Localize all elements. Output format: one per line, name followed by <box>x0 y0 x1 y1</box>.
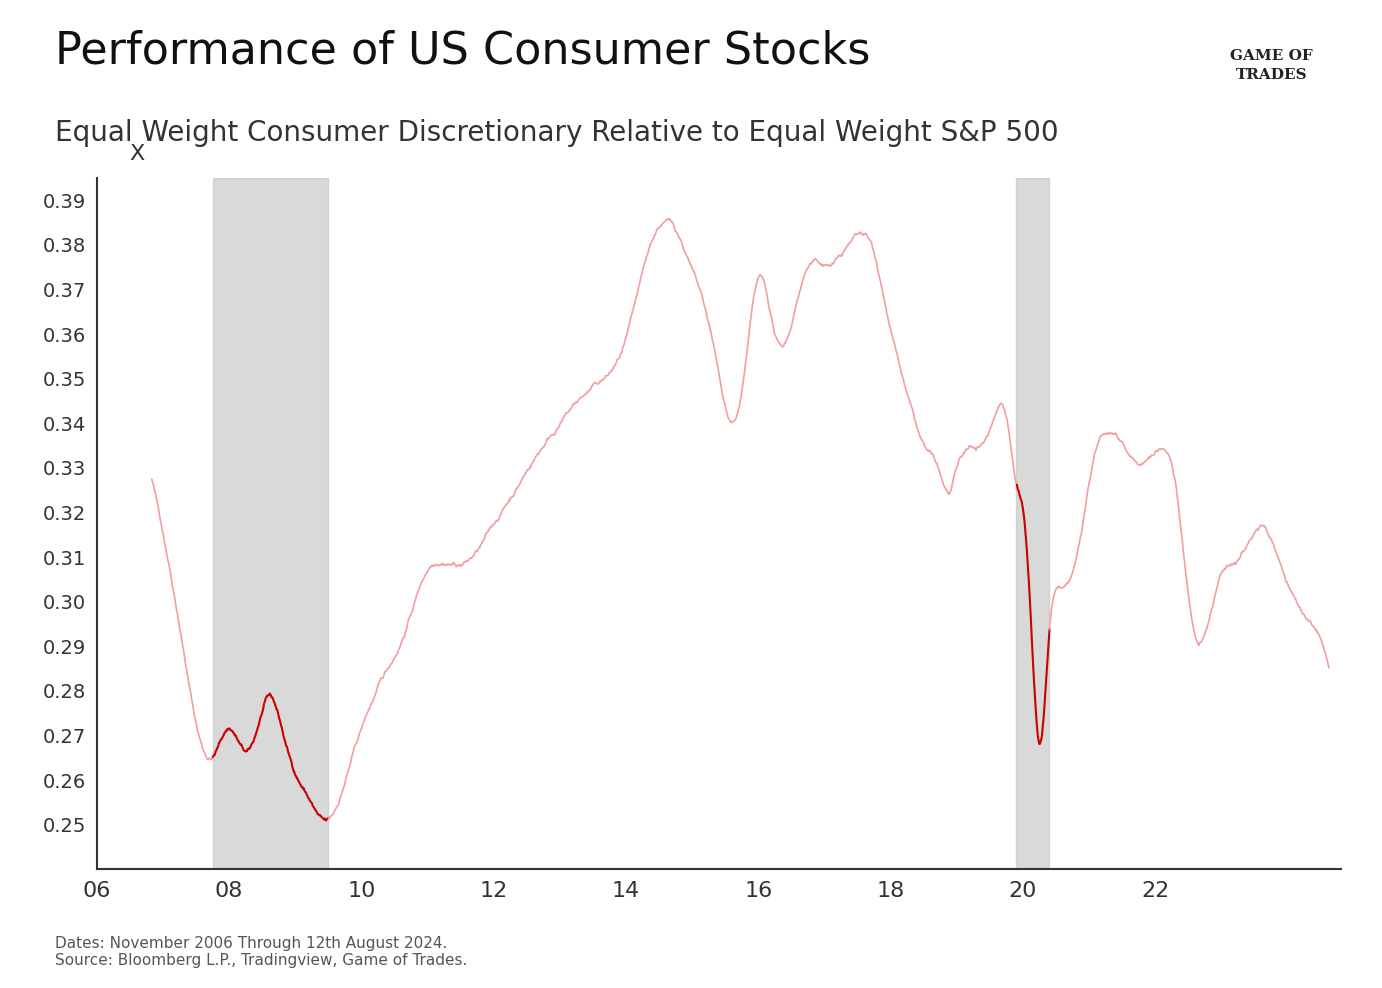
Text: Equal Weight Consumer Discretionary Relative to Equal Weight S&P 500: Equal Weight Consumer Discretionary Rela… <box>55 119 1059 146</box>
Bar <box>213 178 329 869</box>
Bar <box>1016 178 1049 869</box>
Text: Performance of US Consumer Stocks: Performance of US Consumer Stocks <box>55 30 871 73</box>
Text: GAME OF
TRADES: GAME OF TRADES <box>1230 49 1313 82</box>
Text: Dates: November 2006 Through 12th August 2024.
Source: Bloomberg L.P., Tradingvi: Dates: November 2006 Through 12th August… <box>55 936 467 968</box>
Text: X: X <box>130 144 145 164</box>
